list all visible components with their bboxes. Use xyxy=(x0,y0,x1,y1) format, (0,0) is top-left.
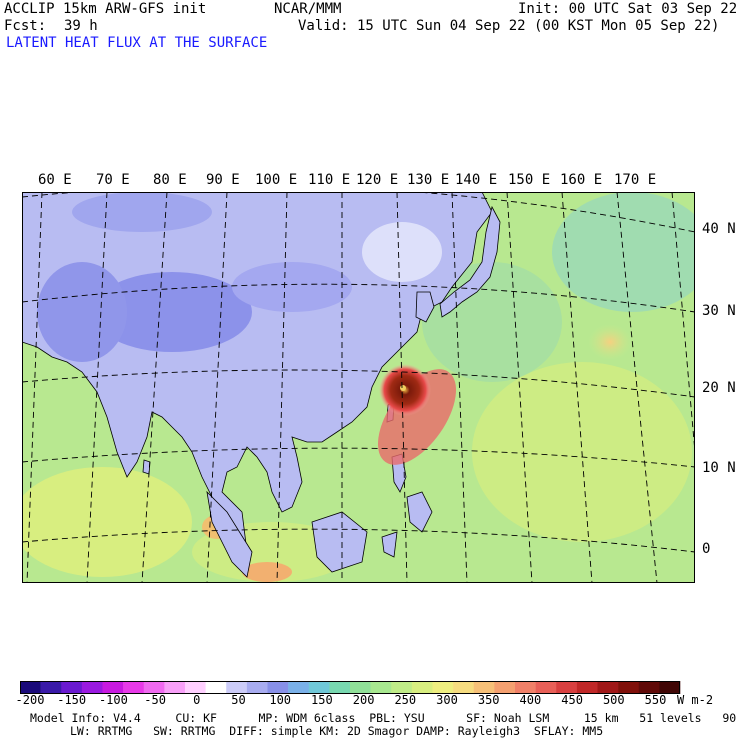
colorbar-swatch xyxy=(40,681,62,694)
colorbar xyxy=(20,681,681,694)
land-sulawesi xyxy=(381,531,398,558)
latitude-label: 0 xyxy=(702,541,711,557)
colorbar-outline xyxy=(20,681,680,694)
colorbar-swatch xyxy=(494,681,516,694)
colorbar-label: 150 xyxy=(311,693,333,707)
colorbar-label: 200 xyxy=(352,693,375,707)
colorbar-label: -200 xyxy=(15,693,45,707)
colorbar-swatch xyxy=(81,681,103,694)
longitude-label: 70 E xyxy=(96,172,130,188)
org-label: NCAR/MMM xyxy=(274,1,342,17)
colorbar-swatch xyxy=(308,681,330,694)
colorbar-label: 400 xyxy=(519,693,542,707)
latitude-label: 40 N xyxy=(702,221,736,237)
colorbar-swatch xyxy=(246,681,268,694)
colorbar-swatch xyxy=(185,681,206,694)
land-sumatra xyxy=(206,490,253,578)
latitude-label: 30 N xyxy=(702,303,736,319)
land-japan xyxy=(439,205,501,318)
longitude-label: 150 E xyxy=(508,172,551,188)
colorbar-label: -50 xyxy=(144,693,166,707)
model-info-line2: LW: RRTMG SW: RRTMG DIFF: simple KM: 2D … xyxy=(70,724,604,738)
colorbar-label: 100 xyxy=(269,693,292,707)
colorbar-swatch xyxy=(329,681,351,694)
colorbar-label: 0 xyxy=(193,693,201,707)
valid-time: Valid: 15 UTC Sun 04 Sep 22 (00 KST Mon … xyxy=(298,18,720,34)
colorbar-swatch xyxy=(61,681,83,694)
colorbar-swatch xyxy=(267,681,289,694)
longitude-label: 80 E xyxy=(153,172,187,188)
longitude-label: 60 E xyxy=(38,172,72,188)
colorbar-swatch xyxy=(515,681,536,694)
colorbar-label: -100 xyxy=(98,693,128,707)
longitude-label: 160 E xyxy=(560,172,603,188)
colorbar-swatch xyxy=(473,681,495,694)
colorbar-label: 450 xyxy=(561,693,583,707)
model-title: ACCLIP 15km ARW-GFS init xyxy=(4,1,207,17)
colorbar-swatch xyxy=(102,681,124,694)
colorbar-swatch xyxy=(556,681,578,694)
land-plateau xyxy=(232,262,352,312)
colorbar-label: 250 xyxy=(394,693,417,707)
colorbar-swatch xyxy=(205,681,227,694)
typhoon-eye xyxy=(400,385,406,391)
colorbar-swatch xyxy=(432,681,454,694)
colorbar-swatch xyxy=(638,681,660,694)
land-plateau xyxy=(92,272,252,352)
longitude-label: 120 E xyxy=(356,172,399,188)
colorbar-swatch xyxy=(350,681,371,694)
latent-heat-flux-map xyxy=(22,192,695,583)
colorbar-swatch xyxy=(597,681,619,694)
longitude-label: 100 E xyxy=(255,172,298,188)
colorbar-label: 500 xyxy=(602,693,625,707)
colorbar-swatch xyxy=(123,681,145,694)
field-title: LATENT HEAT FLUX AT THE SURFACE xyxy=(6,35,268,51)
land-plateau xyxy=(362,222,442,282)
model-info-line1: Model Info: V4.4 CU: KF MP: WDM 6class P… xyxy=(30,711,740,725)
ocean-patch xyxy=(22,467,192,577)
warm-spot xyxy=(588,324,632,360)
init-time: Init: 00 UTC Sat 03 Sep 22 xyxy=(518,1,738,17)
colorbar-swatch xyxy=(453,681,475,694)
land-plateau xyxy=(72,192,212,232)
typhoon-band xyxy=(377,369,457,465)
colorbar-label: 50 xyxy=(231,693,246,707)
colorbar-unit: W m-2 xyxy=(676,693,714,707)
longitude-label: 170 E xyxy=(614,172,657,188)
colorbar-swatch xyxy=(164,681,186,694)
longitude-label: 110 E xyxy=(308,172,351,188)
colorbar-swatch xyxy=(391,681,413,694)
map-frame xyxy=(22,192,695,583)
colorbar-swatch xyxy=(370,681,392,694)
colorbar-swatch xyxy=(535,681,557,694)
forecast-hour: 39 h xyxy=(64,18,98,34)
forecast-label: Fcst: xyxy=(4,18,47,34)
colorbar-swatch xyxy=(618,681,640,694)
longitude-label: 90 E xyxy=(206,172,240,188)
land-korea xyxy=(415,291,435,323)
colorbar-label: 300 xyxy=(436,693,458,707)
colorbar-swatch xyxy=(576,681,598,694)
longitude-label: 130 E xyxy=(407,172,450,188)
latitude-label: 20 N xyxy=(702,380,736,396)
land-plateau xyxy=(37,262,127,362)
colorbar-swatch xyxy=(143,681,165,694)
warm-spot xyxy=(242,562,292,582)
colorbar-swatch xyxy=(659,681,681,694)
colorbar-label: 350 xyxy=(477,693,500,707)
colorbar-label: -150 xyxy=(57,693,87,707)
graticule xyxy=(22,192,695,583)
colorbar-swatch xyxy=(20,681,41,694)
colorbar-swatch xyxy=(226,681,248,694)
longitude-label: 140 E xyxy=(455,172,498,188)
colorbar-swatch xyxy=(411,681,433,694)
latitude-label: 10 N xyxy=(702,460,736,476)
colorbar-swatch xyxy=(288,681,310,694)
colorbar-label: 550 xyxy=(644,693,667,707)
